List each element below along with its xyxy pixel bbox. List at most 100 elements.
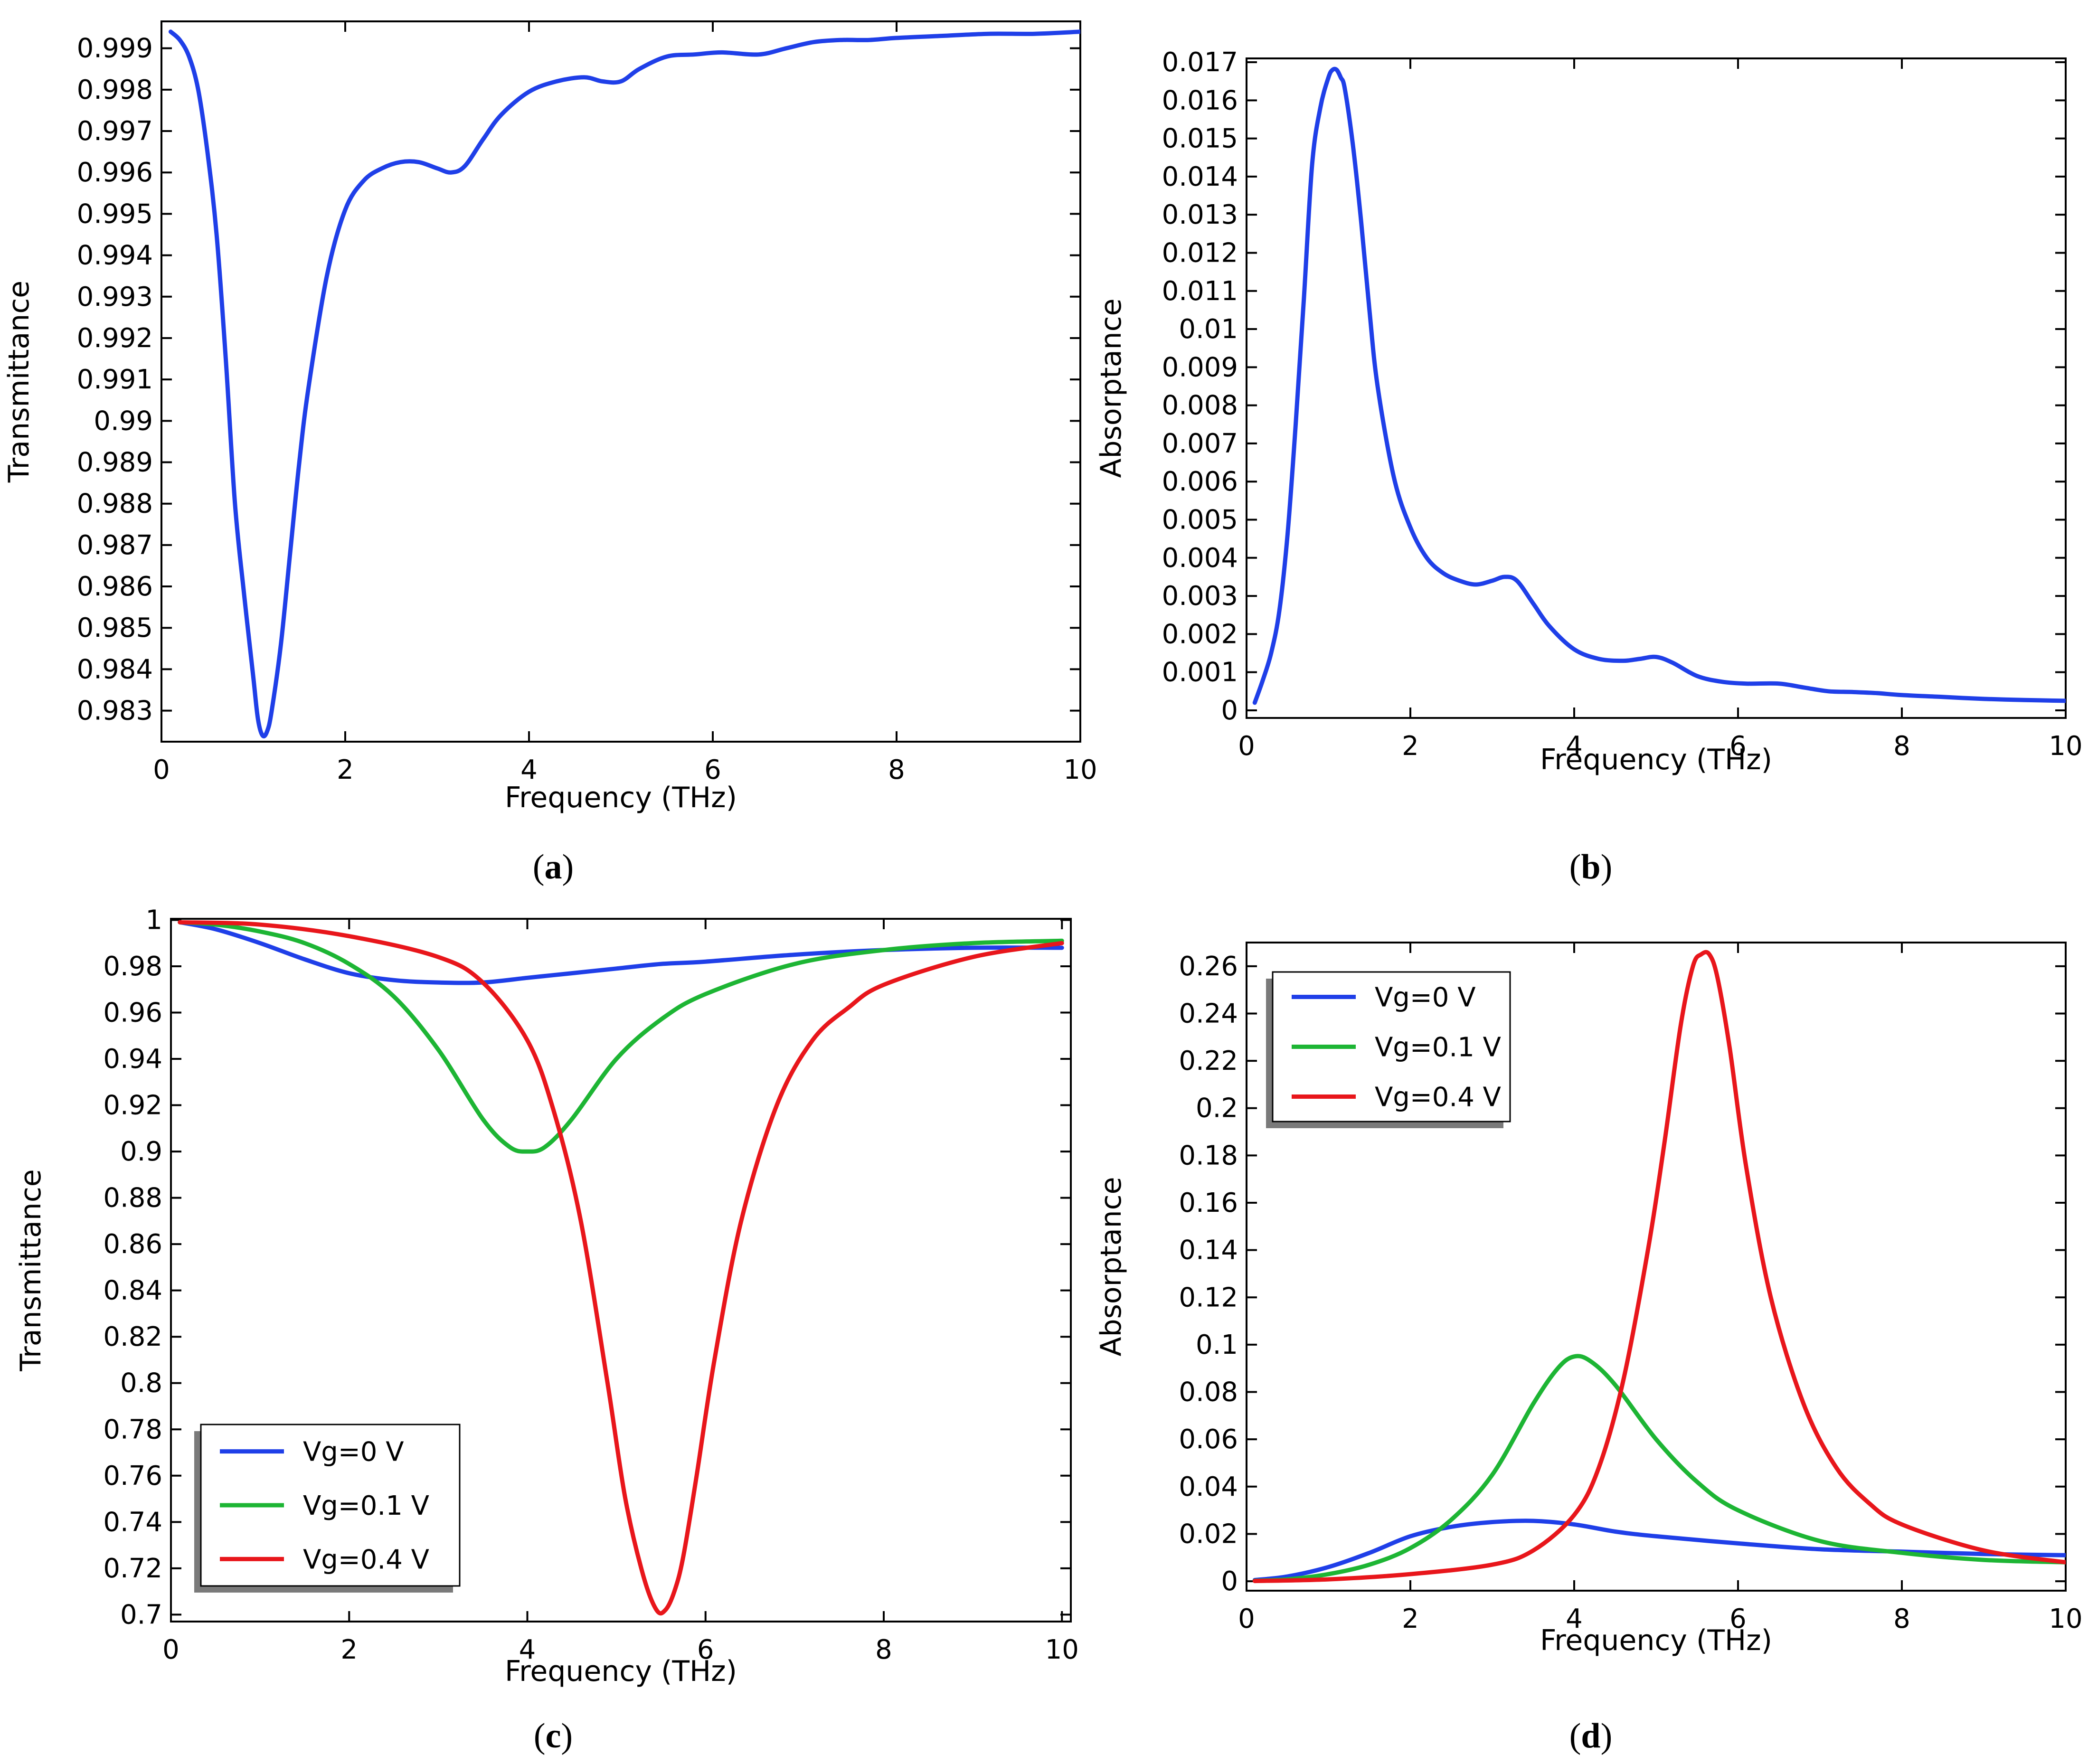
x-tick-label: 8 xyxy=(875,1634,892,1665)
y-tick-label: 0.24 xyxy=(1179,998,1238,1029)
x-tick-label: 0 xyxy=(1238,1604,1255,1634)
y-tick-label: 0.994 xyxy=(77,240,153,271)
plot-frame xyxy=(161,20,1081,743)
y-tick-label: 1 xyxy=(145,905,162,935)
series-line-vg-0-1-v xyxy=(1252,1354,2066,1583)
y-tick-label: 0.78 xyxy=(103,1414,162,1445)
y-tick-label: 0.003 xyxy=(1162,581,1238,612)
y-tick-label: 0.989 xyxy=(77,447,153,478)
y-tick-label: 0.74 xyxy=(103,1507,162,1538)
x-tick-label: 10 xyxy=(1063,755,1097,785)
y-tick-label: 0.014 xyxy=(1162,161,1238,192)
y-tick-label: 0.02 xyxy=(1179,1519,1238,1549)
x-tick-label: 0 xyxy=(153,755,170,785)
y-tick-label: 0.996 xyxy=(77,157,153,188)
y-tick-label: 0.94 xyxy=(103,1044,162,1075)
legend-entry: Vg=0.1 V xyxy=(1375,1032,1501,1063)
legend-entry: Vg=0 V xyxy=(1375,982,1476,1013)
x-tick-label: 6 xyxy=(1729,1604,1747,1634)
y-tick-label: 0.009 xyxy=(1162,352,1238,383)
y-tick-label: 0.016 xyxy=(1162,85,1238,116)
y-tick-label: 0.993 xyxy=(77,282,153,312)
plot-frame xyxy=(1246,942,2067,1592)
panel-a-chart: 0 2 4 6 8 10 0.983 0.984 0.985 0.986 0.987 0.988 0.9… xyxy=(2,20,1097,814)
y-tick-label: 0.86 xyxy=(103,1229,162,1260)
x-tick-label: 6 xyxy=(1729,731,1747,762)
y-tick-label: 0.26 xyxy=(1179,951,1238,982)
y-tick-label: 0.1 xyxy=(1196,1330,1238,1360)
plot-frame xyxy=(1246,57,2067,719)
plot-frame xyxy=(170,918,1072,1623)
y-tick-label: 0.983 xyxy=(77,696,153,726)
legend-entry: Vg=0.4 V xyxy=(303,1544,429,1575)
y-tick-label: 0.995 xyxy=(77,198,153,229)
y-tick-label: 0.84 xyxy=(103,1275,162,1306)
x-tick-label: 10 xyxy=(1045,1634,1079,1665)
y-tick-label: 0.88 xyxy=(103,1183,162,1214)
y-tick-label: 0.986 xyxy=(77,571,153,602)
y-tick-label: 0.12 xyxy=(1179,1282,1238,1313)
legend-entry: Vg=0.4 V xyxy=(1375,1082,1501,1113)
y-axis-title: Transmittance xyxy=(2,281,36,483)
y-axis-title: Transmittance xyxy=(14,1169,47,1371)
panel-c-label: (c) xyxy=(534,1717,573,1755)
x-tick-label: 4 xyxy=(1566,731,1583,762)
y-tick-label: 0.22 xyxy=(1179,1046,1238,1076)
y-tick-label: 0.04 xyxy=(1179,1472,1238,1502)
series-line-vg-0-4-v xyxy=(178,920,1064,1616)
x-tick-label: 6 xyxy=(704,755,721,785)
y-tick-label: 0.006 xyxy=(1162,466,1238,497)
y-tick-label: 0.997 xyxy=(77,116,153,147)
y-tick-label: 0.005 xyxy=(1162,504,1238,535)
panel-b-chart: 0 2 4 6 8 10 0 0.001 0.002 0.003 0.004 0.005 0.006 0.… xyxy=(1095,47,2083,776)
x-tick-label: 2 xyxy=(1402,731,1419,762)
series-line-vg-0-1-v xyxy=(178,920,1064,1154)
x-tick-label: 0 xyxy=(1238,731,1255,762)
y-tick-label: 0.98 xyxy=(103,951,162,982)
legend: Vg=0 V Vg=0.1 V Vg=0.4 V xyxy=(1266,971,1511,1128)
y-tick-label: 0.985 xyxy=(77,613,153,643)
y-tick-label: 0.001 xyxy=(1162,657,1238,688)
y-tick-label: 0.7 xyxy=(120,1599,162,1630)
x-tick-label: 10 xyxy=(2049,1604,2082,1634)
y-tick-label: 0.011 xyxy=(1162,276,1238,307)
y-tick-label: 0.984 xyxy=(77,654,153,685)
y-axis-title: Absorptance xyxy=(1095,298,1128,478)
x-tick-label: 4 xyxy=(519,1634,536,1665)
series-line-transmittance xyxy=(168,29,1080,739)
y-tick-label: 0.18 xyxy=(1179,1140,1238,1171)
y-axis-title: Absorptance xyxy=(1095,1177,1128,1356)
x-axis-title: Frequency (THz) xyxy=(1540,743,1772,776)
y-tick-label: 0.008 xyxy=(1162,390,1238,421)
panel-b-label: (b) xyxy=(1569,848,1612,887)
y-tick-label: 0.99 xyxy=(94,406,153,436)
y-tick-label: 0.82 xyxy=(103,1321,162,1352)
legend: Vg=0 V Vg=0.1 V Vg=0.4 V xyxy=(194,1424,461,1593)
y-tick-label: 0.002 xyxy=(1162,619,1238,650)
x-tick-label: 2 xyxy=(337,755,354,785)
y-tick-label: 0.2 xyxy=(1196,1093,1238,1124)
x-tick-label: 8 xyxy=(1893,1604,1910,1634)
y-tick-label: 0.013 xyxy=(1162,199,1238,230)
x-axis-title: Frequency (THz) xyxy=(505,781,737,814)
panel-b-letter: b xyxy=(1581,848,1600,887)
panel-c-letter: c xyxy=(546,1717,561,1755)
y-tick-label: 0.16 xyxy=(1179,1188,1238,1218)
panel-d-chart: 0 2 4 6 8 10 0 0.02 0.04 0.06 0.08 0.1 0.12 0.14 0.16 0… xyxy=(1095,942,2083,1657)
panel-c-chart: 0 2 4 6 8 10 0.7 0.72 0.74 0.76 0.78 0.8 0.82 0.84 0.8… xyxy=(14,905,1079,1688)
panel-d-letter: d xyxy=(1581,1717,1600,1755)
series-line-vg-0-4-v xyxy=(1252,950,2066,1584)
y-tick-label: 0.988 xyxy=(77,489,153,519)
x-tick-label: 8 xyxy=(1893,731,1910,762)
y-tick-label: 0.012 xyxy=(1162,237,1238,268)
y-tick-label: 0.992 xyxy=(77,323,153,354)
x-axis-title: Frequency (THz) xyxy=(1540,1624,1772,1657)
y-tick-label: 0.987 xyxy=(77,530,153,561)
x-tick-label: 4 xyxy=(1566,1604,1583,1634)
y-tick-label: 0.004 xyxy=(1162,543,1238,574)
y-tick-label: 0.991 xyxy=(77,364,153,395)
x-tick-label: 4 xyxy=(520,755,538,785)
y-tick-label: 0 xyxy=(1221,1566,1238,1597)
series-line-absorptance xyxy=(1252,66,2066,705)
